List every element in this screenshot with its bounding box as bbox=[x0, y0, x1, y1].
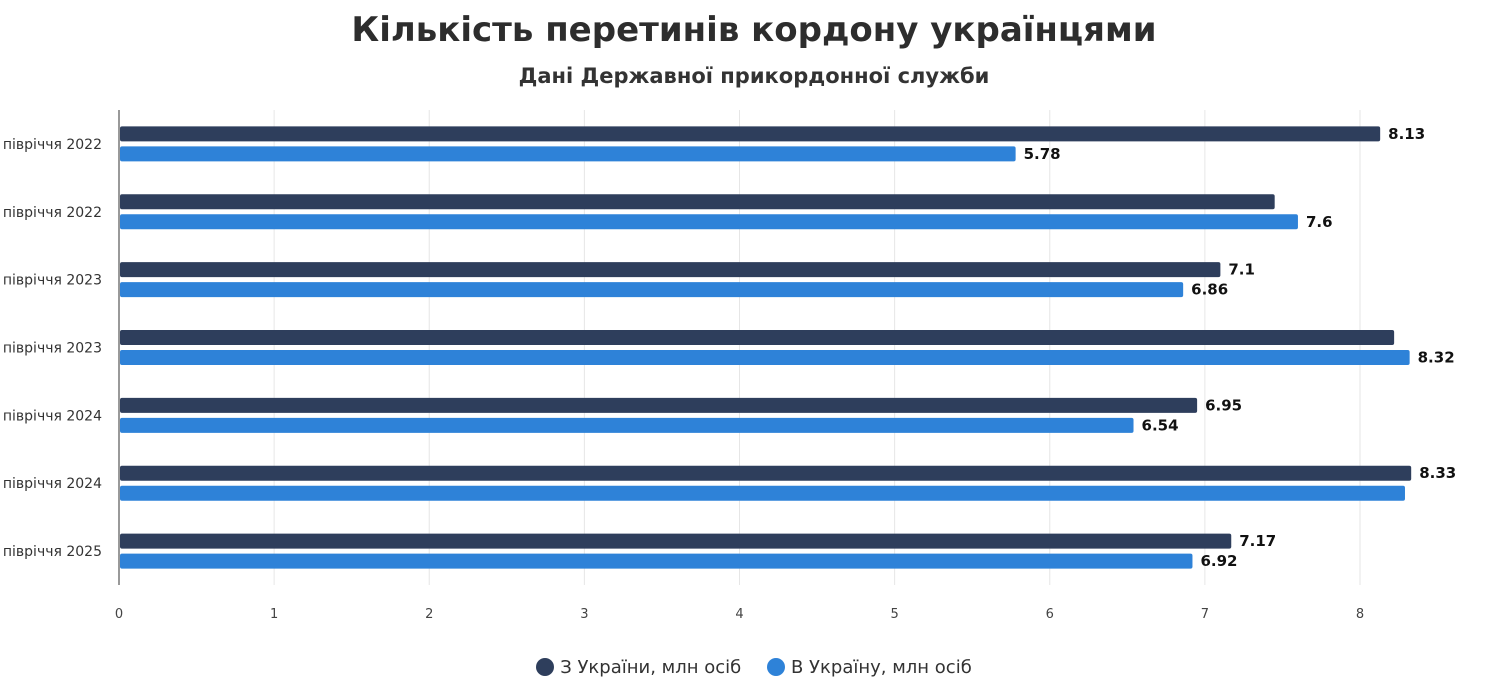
legend-label: В Україну, млн осіб bbox=[790, 656, 972, 678]
category-label: І півріччя 2025 bbox=[0, 544, 102, 560]
data-label: 6.86 bbox=[1191, 281, 1228, 299]
x-tick-label: 1 bbox=[270, 607, 278, 622]
bars bbox=[120, 126, 1412, 569]
data-label: 5.78 bbox=[1024, 145, 1061, 163]
x-tick-label: 4 bbox=[735, 607, 743, 622]
data-labels: 8.13 5.78 7.6 7.16.86 8.32 6.95 6.54 8.33 7.176.… bbox=[1024, 125, 1457, 570]
bar[interactable] bbox=[120, 553, 1193, 569]
category-label: ІІ півріччя 2022 bbox=[0, 205, 102, 221]
bar-chart: 8.13 5.78 7.6 7.16.86 8.32 6.95 6.54 8.33 7.176.… bbox=[0, 110, 1457, 622]
chart-subtitle: Дані Державної прикордонної служби bbox=[518, 64, 990, 88]
data-label: 7.6 bbox=[1306, 213, 1333, 231]
data-label: 7.1 bbox=[1228, 261, 1255, 279]
x-tick-label: 3 bbox=[580, 607, 588, 622]
bar[interactable] bbox=[120, 485, 1405, 501]
legend: З України, млн осіб В Україну, млн осіб bbox=[0, 656, 1508, 678]
gridlines bbox=[273, 110, 1361, 585]
category-label: ІІ півріччя 2024 bbox=[0, 476, 102, 492]
x-axis-ticks: 0 1 2 3 4 5 6 7 8 bbox=[115, 607, 1364, 622]
legend-dot-icon bbox=[536, 657, 555, 676]
data-label: 8.32 bbox=[1418, 349, 1455, 367]
x-tick-label: 0 bbox=[115, 607, 123, 622]
bar[interactable] bbox=[120, 350, 1410, 365]
bar[interactable] bbox=[120, 533, 1232, 549]
x-tick-label: 6 bbox=[1046, 607, 1054, 622]
x-tick-label: 8 bbox=[1356, 607, 1364, 622]
category-label: І півріччя 2023 bbox=[0, 273, 102, 289]
category-label: І півріччя 2022 bbox=[0, 137, 102, 153]
data-label: 6.54 bbox=[1142, 416, 1179, 434]
x-tick-label: 5 bbox=[890, 607, 898, 622]
data-label: 6.95 bbox=[1205, 396, 1242, 414]
bar[interactable] bbox=[120, 146, 1016, 162]
data-label: 8.33 bbox=[1419, 464, 1456, 482]
category-labels: І півріччя 2022 ІІ півріччя 2022 І піврічч… bbox=[0, 137, 102, 560]
legend-label: З України, млн осіб bbox=[560, 656, 742, 678]
bar[interactable] bbox=[120, 194, 1275, 210]
data-label: 7.17 bbox=[1239, 532, 1276, 550]
bar[interactable] bbox=[120, 397, 1198, 413]
bar[interactable] bbox=[120, 282, 1184, 298]
x-tick-label: 7 bbox=[1201, 607, 1209, 622]
category-label: ІІ півріччя 2023 bbox=[0, 341, 102, 357]
data-label: 8.13 bbox=[1388, 125, 1425, 143]
bar[interactable] bbox=[120, 126, 1381, 142]
bar[interactable] bbox=[120, 330, 1395, 345]
x-tick-label: 2 bbox=[425, 607, 433, 622]
legend-dot-icon bbox=[766, 657, 785, 676]
bar[interactable] bbox=[120, 465, 1412, 481]
chart-title: Кількість перетинів кордону українцями bbox=[351, 10, 1157, 50]
bar[interactable] bbox=[120, 262, 1221, 278]
legend-item-from-ukraine[interactable]: З України, млн осіб bbox=[536, 657, 741, 678]
bar[interactable] bbox=[120, 214, 1298, 230]
category-label: І півріччя 2024 bbox=[0, 408, 102, 424]
legend-item-to-ukraine[interactable]: В Україну, млн осіб bbox=[766, 656, 972, 678]
data-label: 6.92 bbox=[1200, 552, 1237, 570]
bar[interactable] bbox=[120, 417, 1134, 433]
